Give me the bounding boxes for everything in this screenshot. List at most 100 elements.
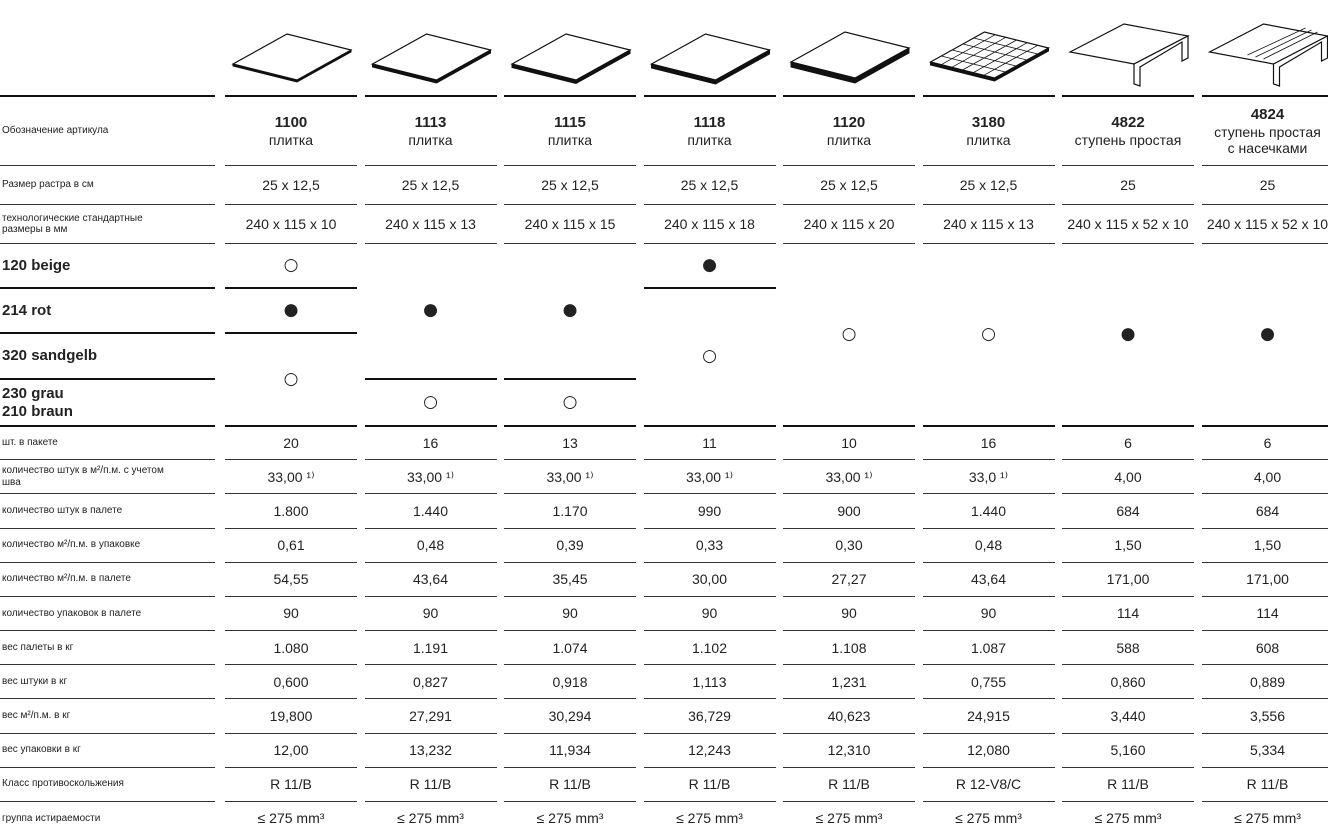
value-cell: 25 x 12,5 <box>643 165 776 204</box>
product-header: 4824 ступень простая с насечками <box>1201 95 1328 165</box>
value-cell: R 11/B <box>364 766 497 801</box>
value-cell: 0,48 <box>364 527 497 562</box>
value-cell: 90 <box>504 595 636 630</box>
value-cell: ≤ 275 mm³ <box>504 800 636 835</box>
value-cell: 30,294 <box>504 698 636 732</box>
value-cell: 33,00 ¹⁾ <box>643 459 776 493</box>
value-cell: R 11/B <box>783 766 915 801</box>
value-cell: 90 <box>364 595 497 630</box>
cell-value: 1,113 <box>692 673 727 690</box>
cell-value: R 11/B <box>549 776 591 793</box>
label-cell: количество упаковок в палете <box>0 595 215 630</box>
cell-value: 0,30 <box>835 537 863 554</box>
value-cell: 90 <box>922 595 1055 630</box>
color-cell: ● <box>225 287 357 332</box>
availability-mark: ● <box>1260 323 1275 344</box>
value-cell: 6 <box>1062 425 1194 459</box>
value-cell: 0,860 <box>1062 664 1194 698</box>
cell-value: 33,00 ¹⁾ <box>825 468 873 485</box>
cell-value: 0,827 <box>412 673 449 690</box>
color-label-cell: 320 sandgelb <box>0 332 215 378</box>
color-label-cell: 120 beige <box>0 243 215 287</box>
value-cell: ≤ 275 mm³ <box>783 800 915 835</box>
cell-value: 0,39 <box>556 537 584 554</box>
value-cell: 5,160 <box>1062 732 1194 767</box>
value-cell: 171,00 <box>1201 561 1328 596</box>
value-cell: 171,00 <box>1062 561 1194 596</box>
cell-value: 30,00 <box>691 571 728 588</box>
cell-value: 1.087 <box>970 639 1007 656</box>
color-cell: ○ <box>643 287 776 425</box>
cell-value: 25 x 12,5 <box>820 176 878 193</box>
row-label: Обозначение артикула <box>2 125 109 137</box>
cell-value: 240 x 115 x 13 <box>385 215 476 232</box>
cell-value: ≤ 275 mm³ <box>1094 810 1162 827</box>
cell-value: 35,45 <box>552 571 588 588</box>
cell-value: ≤ 275 mm³ <box>397 810 464 827</box>
cell-value: 0,918 <box>552 673 588 690</box>
availability-mark: ● <box>702 254 717 275</box>
row-label: вес штуки в кг <box>2 675 68 687</box>
value-cell: 10 <box>783 425 915 459</box>
cell-value: 43,64 <box>970 571 1007 588</box>
label-cell: количество штук в м²/п.м. с учетом шва <box>0 459 215 493</box>
value-cell: 0,48 <box>922 527 1055 562</box>
value-cell: 43,64 <box>922 561 1055 596</box>
row-label: Класс противоскольжения <box>2 778 124 790</box>
cell-value: ≤ 275 mm³ <box>1234 810 1301 827</box>
color-name: 120 beige <box>2 256 71 274</box>
product-header: 3180 плитка <box>922 95 1055 165</box>
color-label-cell: 214 rot <box>0 287 215 332</box>
row-label: вес упаковки в кг <box>2 744 81 756</box>
value-cell: 33,00 ¹⁾ <box>225 459 357 493</box>
cell-value: 1.800 <box>273 502 309 519</box>
label-cell: Класс противоскольжения <box>0 766 215 801</box>
cell-value: 11 <box>702 435 717 452</box>
cell-value: 3,440 <box>1110 707 1146 724</box>
value-cell: 240 x 115 x 20 <box>783 204 915 243</box>
cell-value: R 11/B <box>270 776 312 793</box>
color-cell: ● <box>364 243 497 378</box>
cell-value: 19,800 <box>269 707 313 724</box>
product-name: плитка <box>408 131 453 148</box>
value-cell: 900 <box>783 493 915 527</box>
value-cell: 240 x 115 x 52 x 10 <box>1201 204 1328 243</box>
cell-value: 1,50 <box>1253 537 1282 554</box>
cell-value: 10 <box>841 435 857 452</box>
value-cell: 12,310 <box>783 732 915 767</box>
tile-drawing <box>370 33 493 84</box>
step-drawing <box>1207 23 1328 87</box>
cell-value: 240 x 115 x 52 x 10 <box>1067 215 1189 232</box>
cell-value: 90 <box>422 605 439 622</box>
color-cell: ● <box>643 243 776 287</box>
label-cell: технологические стандартные размеры в мм <box>0 204 215 243</box>
value-cell: 12,080 <box>922 732 1055 767</box>
product-code: 1115 <box>554 114 586 132</box>
value-cell: ≤ 275 mm³ <box>225 800 357 835</box>
value-cell: 25 x 12,5 <box>225 165 357 204</box>
value-cell: 1.087 <box>922 630 1055 664</box>
color-cell: ○ <box>225 243 357 287</box>
value-cell: 33,0 ¹⁾ <box>922 459 1055 493</box>
color-name: 320 sandgelb <box>2 347 98 365</box>
cell-value: 12,243 <box>688 742 731 759</box>
cell-value: 90 <box>562 605 578 622</box>
cell-value: 1.074 <box>552 639 588 656</box>
cell-value: 240 x 115 x 10 <box>245 215 337 232</box>
value-cell: 6 <box>1201 425 1328 459</box>
availability-mark: ○ <box>283 368 299 389</box>
cell-value: 25 x 12,5 <box>401 176 460 193</box>
row-label: технологические стандартные размеры в мм <box>2 212 143 236</box>
cell-value: 30,294 <box>548 707 592 724</box>
value-cell: 0,889 <box>1201 664 1328 698</box>
value-cell: 0,827 <box>364 664 497 698</box>
availability-mark: ● <box>283 299 299 320</box>
value-cell: ≤ 275 mm³ <box>922 800 1055 835</box>
cell-value: 0,48 <box>416 537 445 554</box>
color-cell: ○ <box>783 243 915 425</box>
value-cell: 30,00 <box>643 561 776 596</box>
cell-value: 90 <box>980 605 997 622</box>
row-label: количество м²/п.м. в упаковке <box>2 539 141 551</box>
value-cell: 90 <box>783 595 915 630</box>
value-cell: 20 <box>225 425 357 459</box>
